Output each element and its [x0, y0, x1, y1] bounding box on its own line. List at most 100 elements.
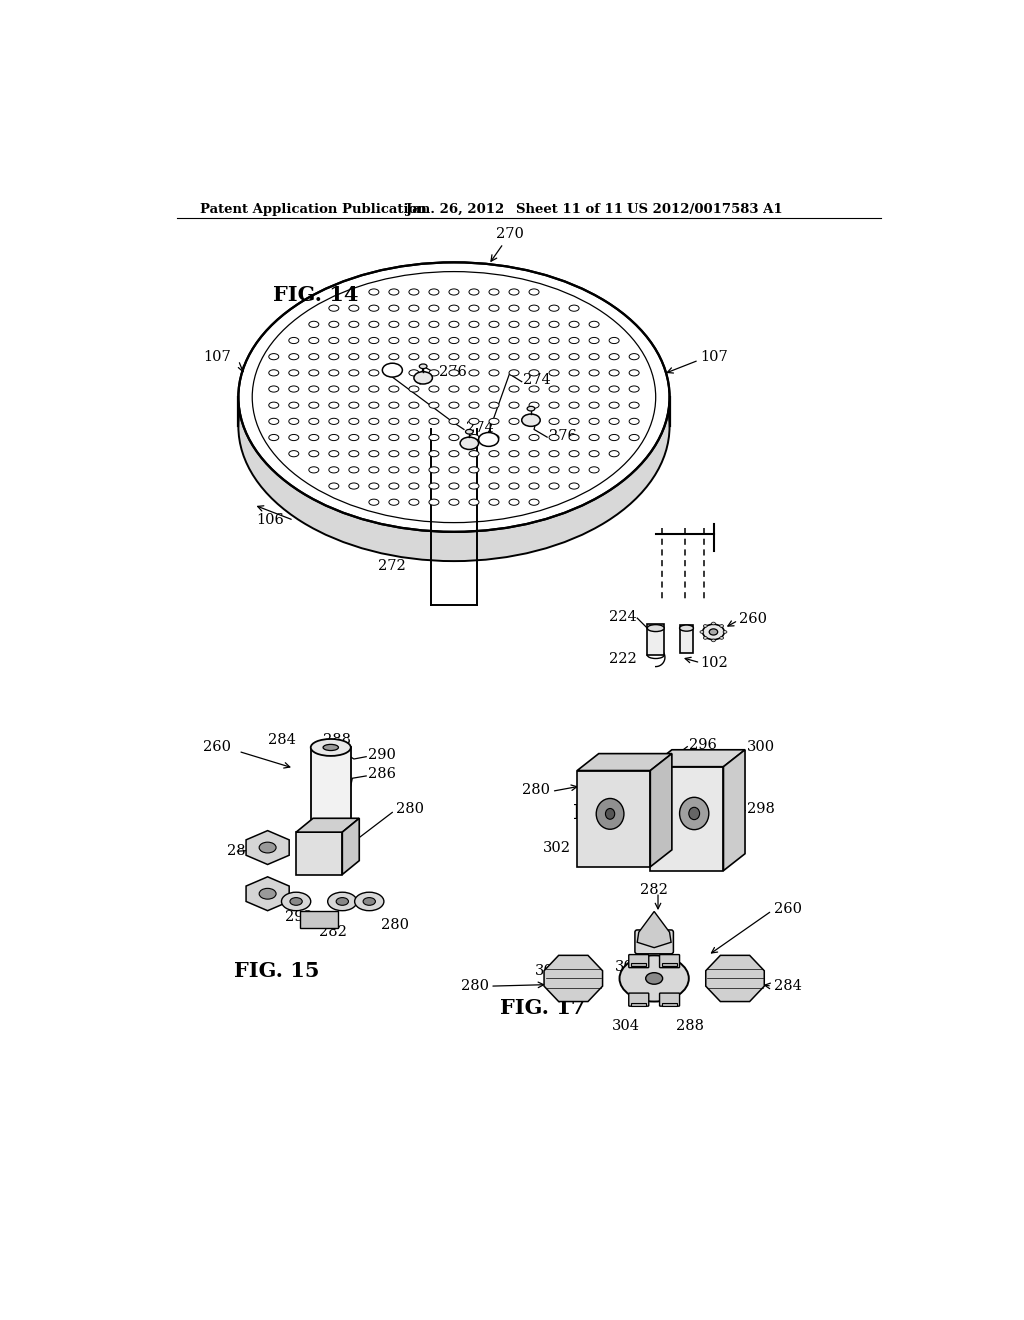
Polygon shape: [296, 818, 359, 832]
Text: Sheet 11 of 11: Sheet 11 of 11: [515, 203, 623, 216]
Ellipse shape: [460, 437, 478, 450]
FancyBboxPatch shape: [629, 993, 649, 1006]
Ellipse shape: [329, 385, 339, 392]
Text: 280: 280: [522, 783, 550, 797]
Ellipse shape: [549, 418, 559, 425]
Ellipse shape: [509, 450, 519, 457]
Ellipse shape: [409, 467, 419, 473]
Ellipse shape: [369, 450, 379, 457]
Ellipse shape: [429, 321, 439, 327]
Ellipse shape: [369, 305, 379, 312]
Text: 280: 280: [461, 979, 488, 993]
Ellipse shape: [489, 370, 499, 376]
Text: 304: 304: [635, 849, 663, 862]
Ellipse shape: [369, 385, 379, 392]
Ellipse shape: [369, 321, 379, 327]
Ellipse shape: [509, 338, 519, 343]
Ellipse shape: [329, 403, 339, 408]
Ellipse shape: [469, 385, 479, 392]
Ellipse shape: [589, 385, 599, 392]
Ellipse shape: [569, 403, 580, 408]
Ellipse shape: [489, 483, 499, 490]
Bar: [662, 1003, 677, 1006]
Polygon shape: [544, 956, 602, 1002]
Polygon shape: [637, 911, 671, 948]
Ellipse shape: [469, 338, 479, 343]
Ellipse shape: [549, 338, 559, 343]
Ellipse shape: [469, 403, 479, 408]
Text: 107: 107: [700, 350, 728, 364]
Text: 274: 274: [523, 374, 551, 387]
Text: 282: 282: [319, 925, 347, 940]
Text: 260: 260: [203, 741, 230, 755]
Ellipse shape: [349, 434, 358, 441]
Ellipse shape: [239, 292, 670, 561]
Ellipse shape: [259, 888, 276, 899]
Ellipse shape: [549, 305, 559, 312]
Ellipse shape: [268, 354, 279, 360]
Ellipse shape: [409, 483, 419, 490]
Ellipse shape: [239, 263, 670, 532]
Ellipse shape: [469, 434, 479, 441]
Ellipse shape: [289, 370, 299, 376]
Ellipse shape: [569, 385, 580, 392]
Text: 300: 300: [746, 741, 775, 755]
Ellipse shape: [489, 289, 499, 296]
Ellipse shape: [527, 407, 535, 411]
Ellipse shape: [509, 354, 519, 360]
FancyBboxPatch shape: [635, 929, 674, 954]
Ellipse shape: [509, 385, 519, 392]
Ellipse shape: [336, 898, 348, 906]
Ellipse shape: [469, 418, 479, 425]
Ellipse shape: [489, 305, 499, 312]
Ellipse shape: [609, 403, 620, 408]
Ellipse shape: [509, 370, 519, 376]
Ellipse shape: [449, 305, 459, 312]
Text: FIG. 16: FIG. 16: [573, 803, 658, 822]
Text: FIG. 15: FIG. 15: [234, 961, 319, 981]
Ellipse shape: [389, 385, 399, 392]
Ellipse shape: [309, 370, 318, 376]
Ellipse shape: [290, 898, 302, 906]
Ellipse shape: [268, 370, 279, 376]
Ellipse shape: [289, 434, 299, 441]
Text: 286: 286: [368, 767, 395, 781]
Ellipse shape: [712, 639, 716, 642]
Ellipse shape: [449, 450, 459, 457]
Text: 284: 284: [773, 979, 802, 993]
Ellipse shape: [309, 418, 318, 425]
Ellipse shape: [489, 467, 499, 473]
Ellipse shape: [720, 636, 724, 639]
Ellipse shape: [449, 321, 459, 327]
Ellipse shape: [529, 499, 539, 506]
Ellipse shape: [469, 289, 479, 296]
Ellipse shape: [589, 370, 599, 376]
Ellipse shape: [469, 305, 479, 312]
Ellipse shape: [409, 370, 419, 376]
Ellipse shape: [629, 385, 639, 392]
Bar: [310, 747, 351, 825]
Ellipse shape: [409, 321, 419, 327]
Ellipse shape: [569, 483, 580, 490]
Ellipse shape: [549, 354, 559, 360]
Ellipse shape: [529, 483, 539, 490]
Text: 284: 284: [268, 733, 296, 747]
Ellipse shape: [289, 354, 299, 360]
Ellipse shape: [369, 289, 379, 296]
Ellipse shape: [489, 354, 499, 360]
Ellipse shape: [349, 305, 358, 312]
Ellipse shape: [289, 385, 299, 392]
Ellipse shape: [429, 450, 439, 457]
Ellipse shape: [329, 338, 339, 343]
Ellipse shape: [605, 808, 614, 820]
Ellipse shape: [449, 467, 459, 473]
Ellipse shape: [469, 370, 479, 376]
Ellipse shape: [589, 354, 599, 360]
Ellipse shape: [429, 467, 439, 473]
Text: 272: 272: [379, 560, 407, 573]
Polygon shape: [724, 750, 745, 871]
Ellipse shape: [449, 499, 459, 506]
Ellipse shape: [469, 321, 479, 327]
Ellipse shape: [509, 434, 519, 441]
Ellipse shape: [569, 338, 580, 343]
